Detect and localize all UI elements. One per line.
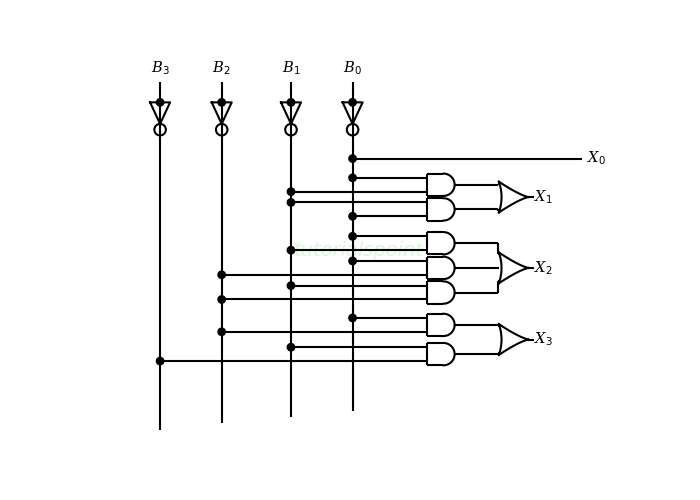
- Circle shape: [287, 282, 295, 290]
- Circle shape: [349, 232, 356, 240]
- Circle shape: [156, 358, 164, 365]
- Circle shape: [287, 188, 295, 196]
- Circle shape: [349, 314, 356, 322]
- Text: B$_3$: B$_3$: [150, 59, 169, 77]
- Text: tutorialspoint: tutorialspoint: [294, 242, 424, 260]
- Text: X$_0$: X$_0$: [587, 150, 607, 168]
- Text: X$_2$: X$_2$: [533, 259, 552, 277]
- Text: B$_2$: B$_2$: [212, 59, 231, 77]
- Circle shape: [349, 98, 356, 106]
- Circle shape: [349, 174, 356, 182]
- Circle shape: [287, 344, 295, 351]
- Circle shape: [349, 212, 356, 220]
- Circle shape: [349, 155, 356, 162]
- Circle shape: [156, 98, 164, 106]
- Circle shape: [349, 258, 356, 264]
- Text: B$_0$: B$_0$: [343, 59, 362, 77]
- Circle shape: [287, 199, 295, 206]
- Circle shape: [218, 271, 225, 278]
- Circle shape: [218, 98, 225, 106]
- Circle shape: [287, 98, 295, 106]
- Text: X$_1$: X$_1$: [533, 188, 552, 206]
- Circle shape: [218, 296, 225, 303]
- Text: X$_3$: X$_3$: [533, 330, 553, 348]
- Text: B$_1$: B$_1$: [281, 59, 300, 77]
- Circle shape: [218, 328, 225, 336]
- Circle shape: [287, 246, 295, 254]
